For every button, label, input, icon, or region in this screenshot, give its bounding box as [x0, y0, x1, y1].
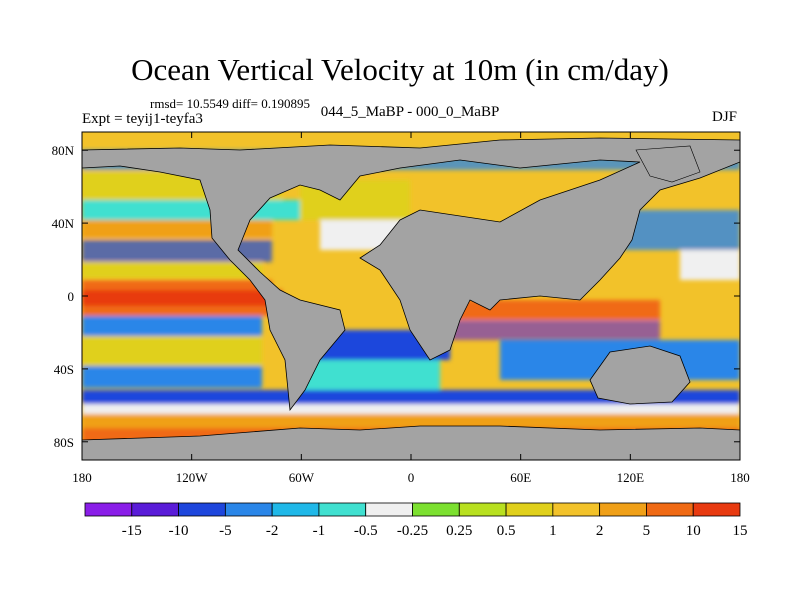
- y-tick-label: 80N: [52, 143, 75, 158]
- y-tick-label: 40S: [54, 362, 74, 377]
- colorbar-box: [552, 502, 601, 517]
- colorbar: -15 -10 -5 -2 -1 -0.5 -0.25 0.25 0.5 1 2 5 10 15: [84, 502, 748, 539]
- x-tick-label: 120E: [617, 470, 645, 485]
- season-label: DJF: [712, 109, 738, 125]
- land-mask: [82, 137, 740, 460]
- x-tick-label: 60E: [510, 470, 531, 485]
- y-tick-label: 40N: [52, 216, 75, 231]
- colorbar-box: [271, 502, 320, 517]
- colorbar-label: -0.5: [354, 523, 378, 539]
- y-tick-label: 0: [68, 289, 75, 304]
- colorbar-label: -1: [313, 523, 326, 539]
- y-tick-label: 80S: [54, 435, 74, 450]
- x-tick-label: 180: [72, 470, 92, 485]
- colorbar-label: -2: [266, 523, 279, 539]
- colorbar-label: 15: [733, 523, 748, 539]
- colorbar-label: 0.25: [446, 523, 472, 539]
- colorbar-label: -0.25: [397, 523, 428, 539]
- colorbar-label: -10: [169, 523, 189, 539]
- colorbar-label: -15: [122, 523, 142, 539]
- colorbar-box: [692, 502, 741, 517]
- colorbar-box: [365, 502, 413, 517]
- colorbar-box: [131, 502, 179, 517]
- colorbar-box: [318, 502, 367, 517]
- colorbar-label: 0.5: [497, 523, 516, 539]
- velocity-field: [82, 132, 740, 460]
- colorbar-box: [458, 502, 507, 517]
- colorbar-box: [412, 502, 460, 517]
- x-tick-label: 0: [408, 470, 415, 485]
- colorbar-box: [178, 502, 226, 517]
- colorbar-box: [224, 502, 273, 517]
- colorbar-box: [505, 502, 554, 517]
- colorbar-box: [599, 502, 647, 517]
- colorbar-label: 10: [686, 523, 701, 539]
- x-tick-label: 60W: [289, 470, 315, 485]
- chart-title: Ocean Vertical Velocity at 10m (in cm/da…: [131, 52, 669, 87]
- difference-label: 044_5_MaBP - 000_0_MaBP: [320, 104, 500, 120]
- colorbar-box: [84, 502, 133, 517]
- colorbar-label: 5: [643, 523, 651, 539]
- colorbar-box: [646, 502, 694, 517]
- x-tick-label: 180: [730, 470, 750, 485]
- map-axes: 180 120W 60W 0 60E 120E 180 80N 40N 0 40S 80S: [52, 132, 750, 485]
- colorbar-label: 2: [596, 523, 604, 539]
- colorbar-label: -5: [219, 523, 232, 539]
- experiment-label: Expt = teyij1-teyfa3: [82, 111, 203, 127]
- x-tick-label: 120W: [176, 470, 209, 485]
- colorbar-label: 1: [549, 523, 557, 539]
- rmsd-diff-stats: rmsd= 10.5549 diff= 0.190895: [150, 96, 310, 111]
